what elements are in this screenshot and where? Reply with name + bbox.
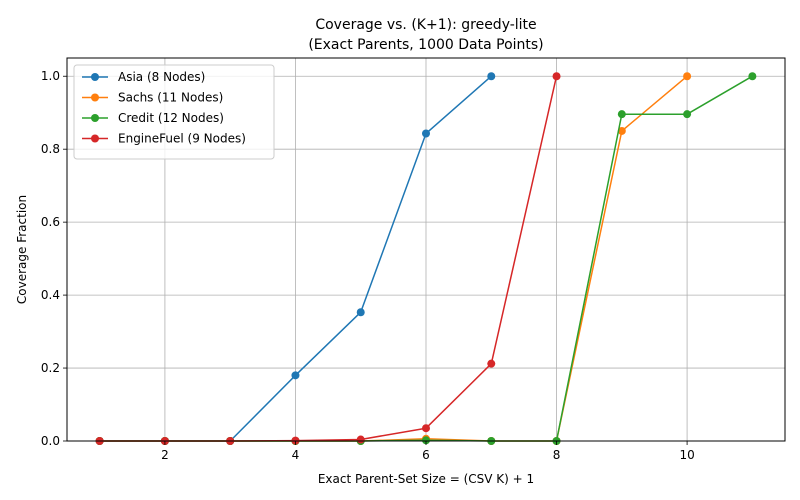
legend-label: Sachs (11 Nodes) <box>118 91 223 105</box>
y-tick-label: 0.6 <box>41 215 60 229</box>
x-tick-label: 10 <box>679 448 694 462</box>
y-tick-label: 0.8 <box>41 142 60 156</box>
data-point <box>422 129 430 138</box>
data-point <box>748 72 757 81</box>
legend-item: Sachs (11 Nodes) <box>82 91 223 105</box>
legend-label: Credit (12 Nodes) <box>118 111 224 125</box>
y-tick-label: 0.2 <box>41 361 60 375</box>
legend-item: EngineFuel (9 Nodes) <box>82 132 246 146</box>
legend-item: Credit (12 Nodes) <box>82 111 224 125</box>
y-tick-label: 0.4 <box>41 288 60 302</box>
data-point <box>617 110 626 119</box>
chart-title-line-2: (Exact Parents, 1000 Data Points) <box>308 37 543 53</box>
legend-marker <box>91 134 99 143</box>
data-point <box>617 126 626 135</box>
x-tick-label: 4 <box>292 448 300 462</box>
data-point <box>487 72 496 81</box>
legend-item: Asia (8 Nodes) <box>82 70 205 84</box>
legend-marker <box>91 73 99 81</box>
y-tick-label: 1.0 <box>41 69 60 83</box>
legend-marker <box>91 93 99 102</box>
data-point <box>356 435 365 444</box>
data-point <box>422 436 430 445</box>
legend-label: Asia (8 Nodes) <box>118 70 205 84</box>
x-tick-label: 6 <box>422 448 430 462</box>
x-tick-label: 8 <box>553 448 561 462</box>
legend: Asia (8 Nodes) Sachs (11 Nodes) Credit (12… <box>73 64 275 160</box>
data-point <box>291 371 300 380</box>
data-point <box>356 308 365 317</box>
axis-ticks: 2 4 6 8 10 0.0 0.2 0.4 0.6 0.8 1.0 <box>41 69 695 462</box>
data-point <box>683 72 692 81</box>
x-tick-label: 2 <box>161 448 169 462</box>
data-point <box>552 72 561 81</box>
x-axis-label: Exact Parent-Set Size = (CSV K) + 1 <box>318 472 534 486</box>
legend-frame <box>73 64 275 160</box>
chart-title-line-1: Coverage vs. (K+1): greedy-lite <box>315 17 536 33</box>
legend-marker <box>91 114 99 122</box>
y-tick-label: 0.0 <box>41 434 60 448</box>
y-axis-label: Coverage Fraction <box>15 195 29 304</box>
data-point <box>422 424 430 433</box>
data-point <box>683 110 692 119</box>
legend-label: EngineFuel (9 Nodes) <box>118 132 246 146</box>
data-point <box>487 359 496 368</box>
